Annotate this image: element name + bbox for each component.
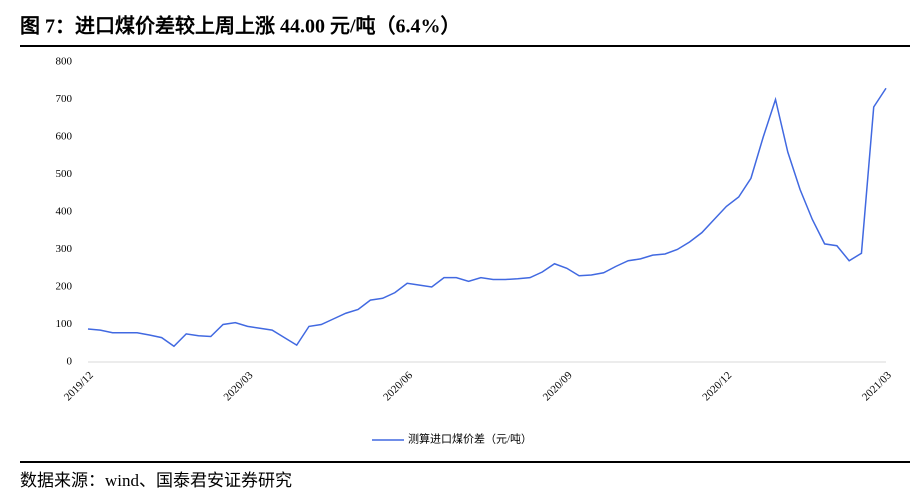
y-tick-label: 400	[56, 206, 73, 218]
x-tick-label: 2020/06	[381, 369, 415, 403]
y-tick-label: 800	[56, 56, 73, 68]
y-tick-label: 200	[56, 281, 73, 293]
legend-label: 测算进口煤价差（元/吨）	[408, 432, 532, 446]
y-tick-label: 700	[56, 93, 73, 105]
y-tick-label: 0	[67, 356, 73, 368]
y-tick-label: 500	[56, 168, 73, 180]
x-tick-label: 2019/12	[62, 369, 96, 403]
y-tick-label: 100	[56, 318, 73, 330]
x-tick-label: 2020/09	[541, 369, 575, 403]
x-tick-label: 2020/12	[700, 369, 734, 403]
series-line	[87, 87, 887, 348]
chart-title: 图 7：进口煤价差较上周上涨 44.00 元/吨（6.4%）	[20, 14, 461, 38]
x-tick-label: 2020/03	[222, 369, 256, 403]
y-tick-label: 300	[56, 243, 73, 255]
y-tick-label: 600	[56, 131, 73, 143]
x-tick-label: 2021/03	[860, 369, 894, 403]
source: 数据来源：wind、国泰君安证券研究	[20, 471, 292, 490]
